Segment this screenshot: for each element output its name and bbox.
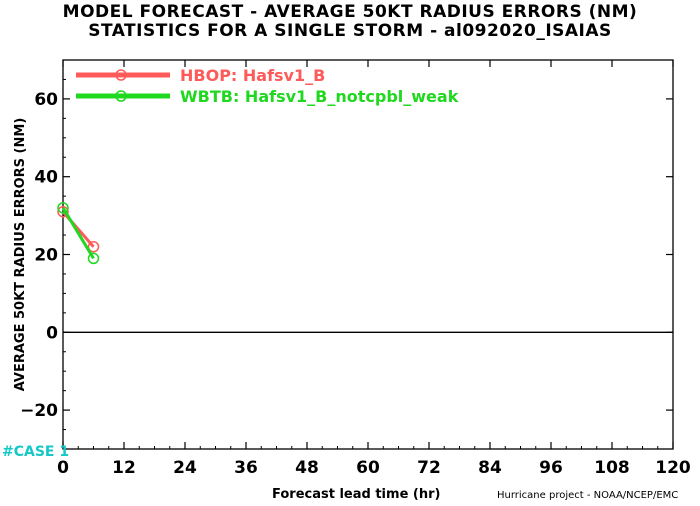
x-tick-label: 108 <box>594 458 630 478</box>
x-tick-label: 0 <box>57 458 69 478</box>
x-tick-label: 84 <box>478 458 502 478</box>
series-point-1 <box>57 205 69 218</box>
series-point-2 <box>57 202 69 214</box>
x-tick-label: 72 <box>417 458 441 478</box>
legend-marker-2 <box>115 90 127 102</box>
y-axis-label: AVERAGE 50KT RADIUS ERRORS (NM) <box>13 118 28 392</box>
y-tick-label: 60 <box>34 90 58 110</box>
y-tick-label: −20 <box>20 401 58 421</box>
y-tick-label: 20 <box>34 246 58 266</box>
legend-marker-1 <box>115 69 127 81</box>
x-tick-label: 60 <box>356 458 380 478</box>
plot-frame <box>62 59 674 450</box>
y-tick-label: 40 <box>34 168 58 188</box>
series-line-2 <box>61 207 95 260</box>
series-point-1 <box>87 240 100 253</box>
y-tick-label: 0 <box>46 323 58 343</box>
chart-title: MODEL FORECAST - AVERAGE 50KT RADIUS ERR… <box>62 2 638 22</box>
x-tick-label: 24 <box>173 458 197 478</box>
x-tick-label: 96 <box>539 458 563 478</box>
x-tick-label: 36 <box>234 458 258 478</box>
legend-entry-1: HBOP: Hafsv1_B <box>180 66 325 85</box>
x-tick-label: 12 <box>112 458 136 478</box>
x-axis-label: Forecast lead time (hr) <box>272 487 441 502</box>
legend-entry-2: WBTB: Hafsv1_B_notcpbl_weak <box>180 87 459 106</box>
chart-subtitle: STATISTICS FOR A SINGLE STORM - al092020… <box>88 21 612 41</box>
x-tick-label: 48 <box>295 458 319 478</box>
x-tick-label: 120 <box>655 458 691 478</box>
case-count-label: #CASE 1 <box>2 444 70 460</box>
series-point-2 <box>87 252 100 265</box>
credit-label: Hurricane project - NOAA/NCEP/EMC <box>497 490 679 501</box>
